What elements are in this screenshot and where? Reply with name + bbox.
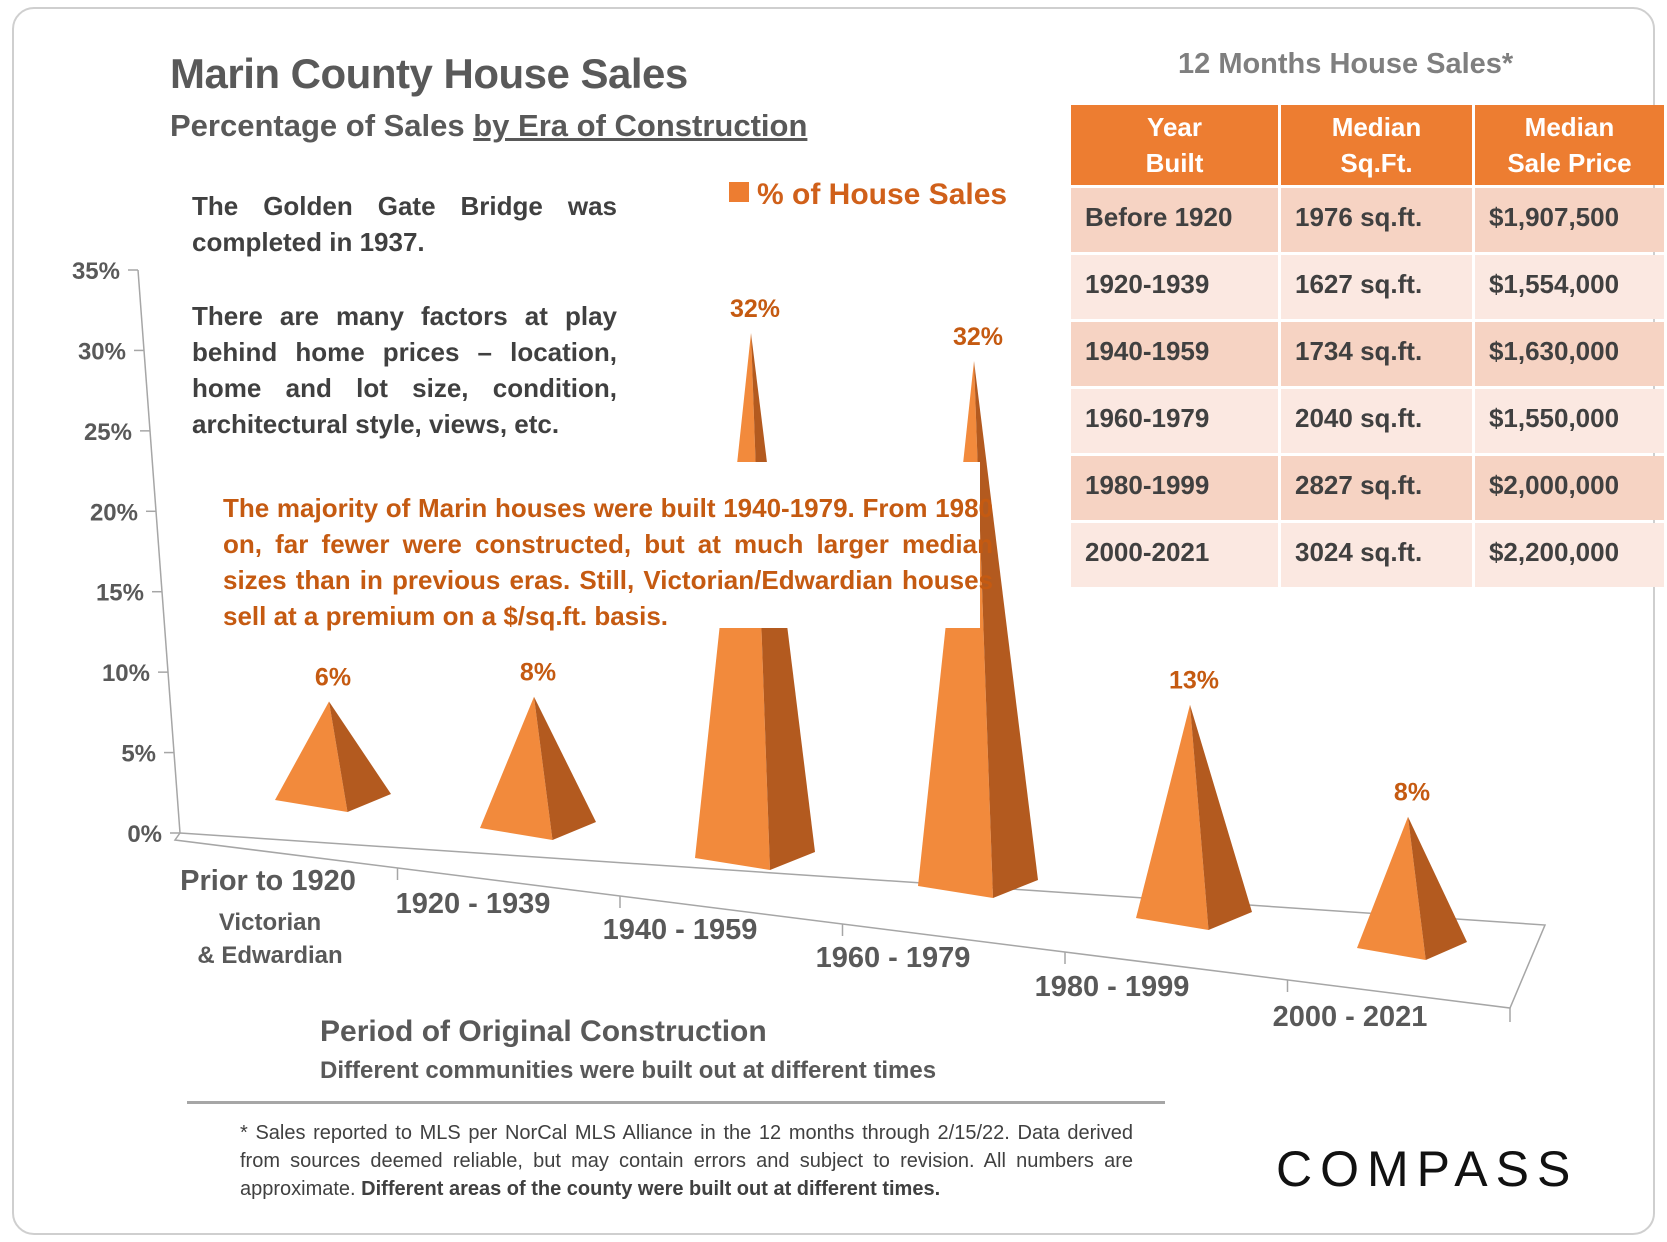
table-row: 2000-2021 3024 sq.ft. $2,200,000 <box>1071 523 1664 587</box>
table-cell: 1920-1939 <box>1071 255 1279 319</box>
chart-floor <box>173 832 1547 1009</box>
header-line: Sq.Ft. <box>1340 148 1413 178</box>
table-title: 12 Months House Sales* <box>1178 48 1514 80</box>
text-backdrop <box>640 462 980 628</box>
note-factors: There are many factors at play behind ho… <box>192 301 617 439</box>
table-cell: $1,550,000 <box>1474 389 1664 453</box>
x-tick-label: 2000 - 2021 <box>1273 1001 1428 1033</box>
x-tick-label: 1980 - 1999 <box>1035 971 1190 1003</box>
y-axis-line <box>137 269 181 834</box>
footnote-plain: * Sales reported to MLS per NorCal MLS A… <box>240 1122 1133 1200</box>
x-axis-subtitle: Different communities were built out at … <box>320 1057 937 1084</box>
pyramid-front-face <box>480 696 553 840</box>
y-tick-label: 15% <box>96 580 144 607</box>
pyramid-front-face <box>1357 816 1426 960</box>
header-line: Median <box>1524 112 1615 142</box>
subtitle-underlined: by Era of Construction <box>473 108 808 143</box>
table-cell: 1940-1959 <box>1071 322 1279 386</box>
x-tick-label: 1940 - 1959 <box>603 914 758 946</box>
chart-subtitle: Percentage of Sales by Era of Constructi… <box>170 108 807 144</box>
table-header-row: Year Built Median Sq.Ft. Median Sale Price <box>1071 105 1664 185</box>
data-label: 13% <box>1169 667 1219 695</box>
y-tick-label: 20% <box>90 499 138 526</box>
data-label: 6% <box>315 664 351 692</box>
table-cell: 1960-1979 <box>1071 389 1279 453</box>
table-cell: 3024 sq.ft. <box>1281 523 1472 587</box>
data-label: 8% <box>520 659 556 687</box>
table-cell: $1,630,000 <box>1474 322 1664 386</box>
table-row: 1960-1979 2040 sq.ft. $1,550,000 <box>1071 389 1664 453</box>
y-tick-label: 5% <box>121 741 156 768</box>
table-row: 1940-1959 1734 sq.ft. $1,630,000 <box>1071 322 1664 386</box>
footnote: * Sales reported to MLS per NorCal MLS A… <box>240 1119 1133 1203</box>
table-cell: Before 1920 <box>1071 188 1279 252</box>
header-median-price: Median Sale Price <box>1474 105 1664 185</box>
table-cell: 2827 sq.ft. <box>1281 456 1472 520</box>
data-label: 32% <box>730 295 780 323</box>
note-golden-gate: The Golden Gate Bridge was completed in … <box>192 191 617 257</box>
footnote-bold: Different areas of the county were built… <box>361 1178 941 1200</box>
chart-title: Marin County House Sales <box>170 50 688 97</box>
pyramid-front-face <box>1136 704 1209 930</box>
header-line: Median <box>1331 112 1422 142</box>
table-cell: 2040 sq.ft. <box>1281 389 1472 453</box>
x-tick-label: 1920 - 1939 <box>396 888 551 920</box>
legend-label: % of House Sales <box>757 178 1008 211</box>
table-cell: $2,200,000 <box>1474 523 1664 587</box>
data-label: 32% <box>953 323 1003 351</box>
table-cell: 1627 sq.ft. <box>1281 255 1472 319</box>
header-line: Sale Price <box>1507 148 1632 178</box>
header-line: Year <box>1147 112 1202 142</box>
x-axis-title: Period of Original Construction <box>320 1015 767 1048</box>
y-tick-label: 25% <box>84 419 132 446</box>
table-cell: 1980-1999 <box>1071 456 1279 520</box>
x-tick-sublabel: Victorian <box>219 909 321 936</box>
table-cell: 1734 sq.ft. <box>1281 322 1472 386</box>
chart-legend: % of House Sales <box>729 178 1007 212</box>
table-row: 1920-1939 1627 sq.ft. $1,554,000 <box>1071 255 1664 319</box>
sales-table: Year Built Median Sq.Ft. Median Sale Price … <box>1068 102 1667 590</box>
data-label: 8% <box>1394 779 1430 807</box>
x-tick-label: 1960 - 1979 <box>816 942 971 974</box>
table-row: 1980-1999 2827 sq.ft. $2,000,000 <box>1071 456 1664 520</box>
divider <box>187 1101 1165 1104</box>
table-cell: $1,554,000 <box>1474 255 1664 319</box>
note-majority: The majority of Marin houses were built … <box>223 493 993 631</box>
compass-logo: COMPASS <box>1276 1141 1579 1197</box>
table-row: Before 1920 1976 sq.ft. $1,907,500 <box>1071 188 1664 252</box>
y-tick-label: 0% <box>127 821 162 848</box>
y-tick-label: 30% <box>78 338 126 365</box>
table-cell: 2000-2021 <box>1071 523 1279 587</box>
header-line: Built <box>1145 148 1204 178</box>
pyramid-side-face <box>974 360 1038 898</box>
table-cell: $2,000,000 <box>1474 456 1664 520</box>
pyramid-side-face <box>1190 704 1252 930</box>
header-median-sqft: Median Sq.Ft. <box>1281 105 1472 185</box>
header-year-built: Year Built <box>1071 105 1279 185</box>
pyramid-side-face <box>329 701 391 812</box>
subtitle-plain: Percentage of Sales <box>170 108 474 143</box>
pyramid-front-face <box>275 701 348 812</box>
table-cell: 1976 sq.ft. <box>1281 188 1472 252</box>
pyramid-side-face <box>534 696 596 840</box>
legend-swatch <box>729 182 749 202</box>
x-tick-sublabel: & Edwardian <box>197 942 342 969</box>
pyramid-side-face <box>1408 816 1467 960</box>
y-tick-label: 10% <box>102 660 150 687</box>
table-cell: $1,907,500 <box>1474 188 1664 252</box>
y-tick-label: 35% <box>72 258 120 285</box>
x-tick-label: Prior to 1920 <box>180 865 356 897</box>
